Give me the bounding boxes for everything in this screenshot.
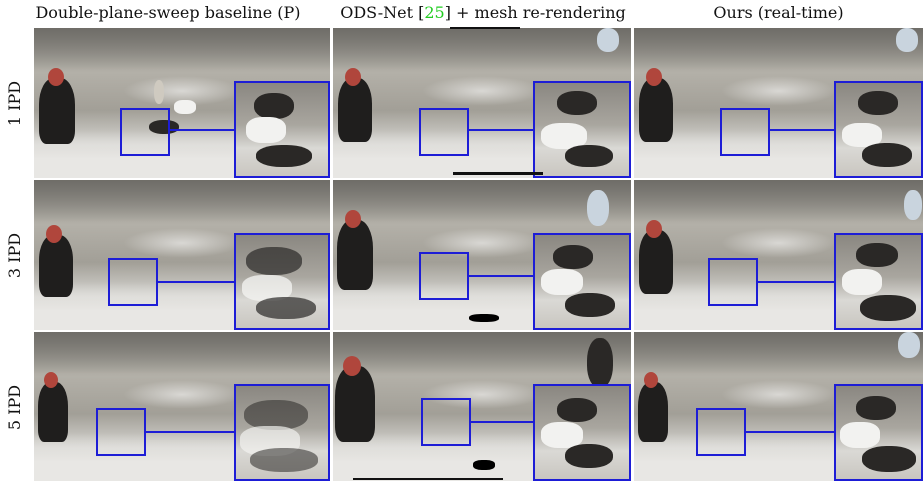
zoom-box: [108, 258, 158, 306]
zoom-box: [419, 252, 469, 300]
zoom-inset: [834, 384, 923, 481]
zoom-box: [96, 408, 146, 456]
panel-baseline-1ipd: [34, 28, 330, 178]
zoom-inset: [834, 81, 923, 178]
zoom-inset: [234, 384, 330, 481]
artifact-line: [450, 27, 520, 29]
row-label-1ipd: 1 IPD: [5, 80, 25, 126]
zoom-box: [696, 408, 746, 456]
column-header-ours: Ours (real-time): [713, 3, 844, 22]
panel-baseline-3ipd: [34, 180, 330, 330]
panel-ours-1ipd: [634, 28, 923, 178]
panel-odsnet-3ipd: [333, 180, 631, 330]
zoom-inset: [533, 233, 631, 330]
zoom-box: [421, 398, 471, 446]
column-header-odsnet: ODS-Net [25] + mesh re-rendering: [330, 0, 636, 26]
zoom-box: [708, 258, 758, 306]
panel-odsnet-1ipd: [333, 28, 631, 178]
zoom-box: [120, 108, 170, 156]
odsnet-header-text: ODS-Net [: [340, 3, 425, 22]
zoom-inset: [533, 81, 631, 178]
panel-odsnet-5ipd: [333, 332, 631, 481]
zoom-inset: [234, 81, 330, 178]
panel-baseline-5ipd: [34, 332, 330, 481]
zoom-box: [720, 108, 770, 156]
column-header-baseline: Double-plane-sweep baseline (P): [35, 3, 301, 22]
row-label-5ipd: 5 IPD: [5, 384, 25, 430]
citation-link[interactable]: 25: [424, 3, 445, 22]
row-label-3ipd: 3 IPD: [5, 232, 25, 278]
panel-ours-3ipd: [634, 180, 923, 330]
odsnet-header-suffix: ] + mesh re-rendering: [444, 3, 626, 22]
zoom-inset: [533, 384, 631, 481]
zoom-box: [419, 108, 469, 156]
panel-ours-5ipd: [634, 332, 923, 481]
zoom-inset: [834, 233, 923, 330]
zoom-inset: [234, 233, 330, 330]
